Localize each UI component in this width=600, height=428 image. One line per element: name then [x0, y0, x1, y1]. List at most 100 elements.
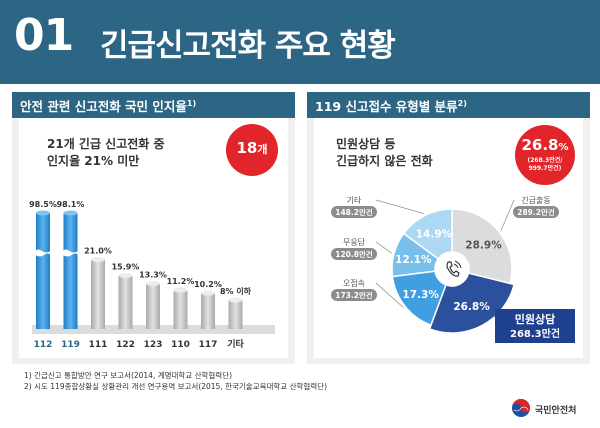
bar-기타 — [228, 300, 243, 329]
call-type-desc-line1: 민원상담 등 — [336, 137, 396, 151]
awareness-badge-unit: 개 — [257, 143, 268, 156]
bar-category-label: 111 — [89, 340, 108, 350]
ministry-logo-text: 국민안전처 — [535, 406, 577, 416]
donut-name-label: 오접속 — [343, 278, 365, 288]
footnote-1-text: 긴급신고 통합방안 연구 보고서(2014, 계명대학교 산학협력단) — [31, 371, 233, 380]
awareness-panel-title: 안전 관련 신고전화 국민 인지율 — [20, 99, 187, 114]
bar-112 — [36, 213, 50, 329]
bar-value-label: 11.2% — [167, 277, 195, 286]
awareness-desc-line1: 21개 긴급 신고전화 중 — [47, 137, 165, 151]
section-number: 01 — [14, 10, 74, 61]
bar-110 — [173, 290, 188, 329]
donut-name-label: 무응답 — [343, 237, 366, 247]
donut-slice-긴급출동 — [451, 208, 513, 285]
call-type-badge-sub1: (268.3만건/ — [527, 157, 563, 164]
donut-name-label: 긴급출동 — [521, 195, 550, 205]
footnote-1-number: 1) — [24, 371, 32, 380]
donut-count-label: 289.2만건 — [517, 207, 555, 217]
bar-value-label: 98.1% — [57, 200, 85, 209]
donut-callout-box — [495, 309, 575, 343]
donut-callout-name: 민원상담 — [515, 312, 555, 326]
bar-119 — [63, 213, 78, 329]
awareness-badge-value: 18 — [236, 139, 258, 157]
donut-count-pill — [331, 206, 377, 218]
donut-pct-label: 14.9% — [416, 228, 453, 240]
bar-cap-기타 — [228, 297, 243, 303]
awareness-panel: 안전 관련 신고전화 국민 인지율1) 21개 긴급 신고전화 중 인지율 21… — [12, 92, 295, 364]
phone-icon — [446, 260, 462, 277]
axis-break-119 — [62, 249, 79, 257]
bar-category-label: 112 — [34, 340, 53, 350]
bar-cap-112 — [36, 210, 50, 216]
donut-pct-label: 17.3% — [402, 289, 439, 301]
bar-category-label: 110 — [171, 340, 190, 350]
awareness-panel-header: 안전 관련 신고전화 국민 인지율1) — [12, 92, 295, 118]
call-type-panel-body: 민원상담 등 긴급하지 않은 전화 26.8% (268.3만건/ 999.7만… — [314, 118, 583, 358]
axis-break-112 — [35, 249, 51, 257]
donut-name-label: 기타 — [347, 196, 362, 205]
donut-count-pill — [331, 289, 377, 301]
awareness-bar-chart: 98.5% 112 98.1% 119 21.0% 111 15.9% 122 13.3% 123… — [29, 200, 275, 350]
bar-122 — [118, 275, 133, 329]
bar-cap-110 — [173, 287, 188, 293]
donut-count-pill — [331, 248, 377, 260]
taegeuk-icon — [512, 399, 530, 417]
awareness-description: 21개 긴급 신고전화 중 인지율 21% 미만 — [47, 136, 165, 170]
call-type-badge: 26.8% (268.3만건/ 999.7만건) — [515, 125, 575, 185]
donut-count-label: 173.2만건 — [335, 290, 373, 300]
bar-cap-119 — [63, 210, 78, 216]
footnote-2: 2) 시도 119종합상황실 상황관리 개선 연구용역 보고서(2015, 한국… — [24, 381, 327, 392]
bar-cap-117 — [201, 290, 215, 296]
bar-category-label: 기타 — [227, 338, 244, 350]
donut-pct-label: 26.8% — [453, 301, 490, 313]
call-type-panel-title: 119 신고접수 유형별 분류 — [315, 99, 458, 114]
page-title: 긴급신고전화 주요 현황 — [100, 28, 396, 64]
call-type-panel-header: 119 신고접수 유형별 분류2) — [307, 92, 590, 118]
bar-117 — [201, 293, 215, 329]
footnotes: 1) 긴급신고 통합방안 연구 보고서(2014, 계명대학교 산학협력단) 2… — [24, 370, 327, 392]
bar-cap-122 — [118, 272, 133, 278]
bar-value-label: 8% 이하 — [220, 286, 252, 296]
bar-value-label: 98.5% — [29, 200, 57, 209]
bar-baseline — [32, 325, 275, 334]
page-header: 01 긴급신고전화 주요 현황 — [0, 0, 600, 84]
donut-leader-line — [375, 199, 425, 215]
awareness-desc-line2: 인지율 21% 미만 — [47, 154, 140, 168]
bar-cap-111 — [91, 256, 105, 262]
awareness-panel-body: 21개 긴급 신고전화 중 인지율 21% 미만 18개 98.5% 112 98.… — [19, 118, 288, 358]
call-type-badge-sub2: 999.7만건) — [528, 165, 562, 172]
bar-category-label: 117 — [199, 340, 218, 350]
bar-value-label: 21.0% — [84, 246, 112, 255]
bar-value-label: 13.3% — [139, 271, 167, 280]
donut-slice-highlight — [428, 272, 515, 334]
donut-leader-line — [500, 199, 515, 231]
donut-count-label: 120.8만건 — [335, 249, 373, 259]
donut-leader-line — [375, 282, 404, 308]
call-type-title-ref: 2) — [457, 98, 467, 108]
bar-123 — [146, 283, 160, 329]
donut-leader-line — [375, 241, 393, 254]
call-type-badge-value: 26.8 — [521, 136, 559, 154]
call-type-badge-unit: % — [558, 142, 569, 153]
bar-value-label: 10.2% — [194, 280, 222, 289]
awareness-title-ref: 1) — [186, 98, 197, 108]
donut-pct-label: 12.1% — [395, 254, 432, 266]
donut-count-pill — [513, 206, 559, 218]
bar-value-label: 15.9% — [112, 262, 140, 271]
bar-category-label: 122 — [116, 340, 135, 350]
donut-pct-label: 28.9% — [465, 239, 502, 251]
awareness-badge: 18개 — [226, 124, 278, 176]
call-type-description: 민원상담 등 긴급하지 않은 전화 — [336, 136, 433, 170]
donut-slice-오접속 — [391, 270, 448, 327]
bar-category-label: 123 — [144, 340, 163, 350]
bar-category-label: 119 — [61, 340, 80, 350]
donut-callout-count: 268.3만건 — [510, 327, 560, 340]
footnote-2-number: 2) — [24, 382, 32, 391]
call-type-panel: 119 신고접수 유형별 분류2) 민원상담 등 긴급하지 않은 전화 26.8… — [307, 92, 590, 364]
call-type-desc-line2: 긴급하지 않은 전화 — [336, 154, 433, 168]
footnote-1: 1) 긴급신고 통합방안 연구 보고서(2014, 계명대학교 산학협력단) — [24, 370, 327, 381]
bar-111 — [91, 259, 105, 329]
donut-count-label: 148.2만건 — [335, 207, 373, 217]
donut-slice-기타 — [402, 208, 453, 260]
